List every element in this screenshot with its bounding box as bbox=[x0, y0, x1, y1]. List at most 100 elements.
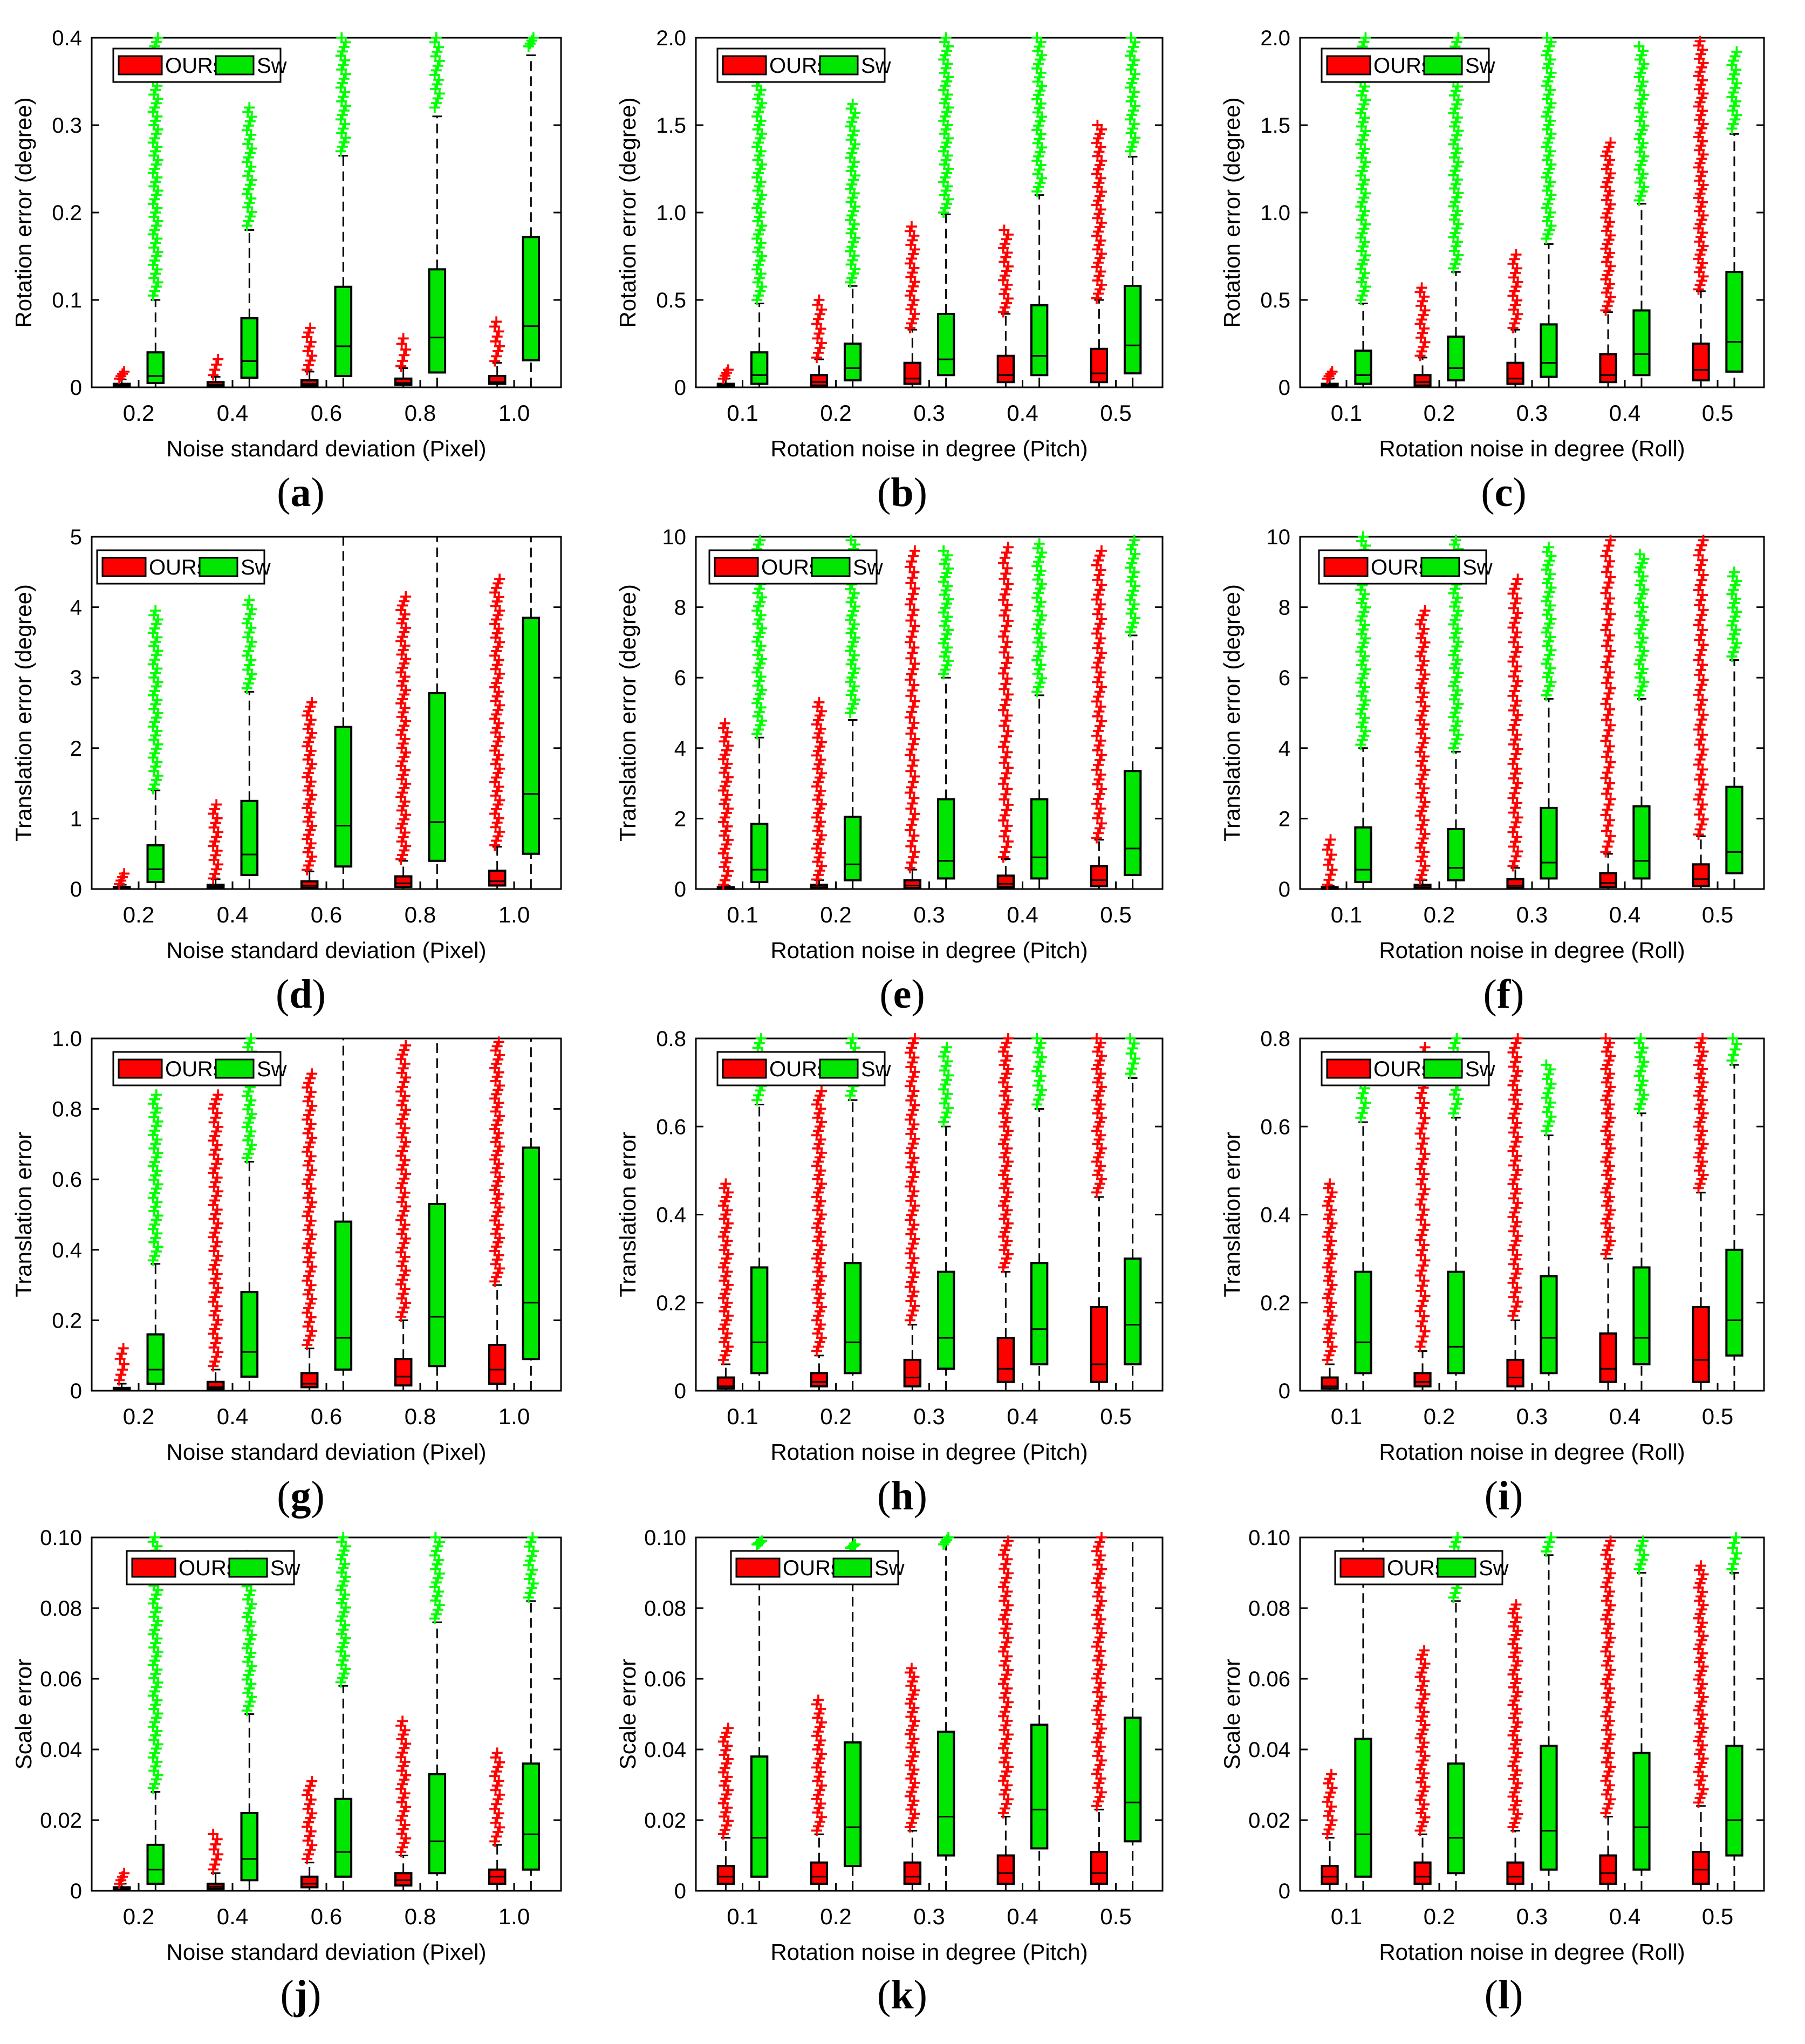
outlier-marker-OURs: + bbox=[1603, 1530, 1618, 1551]
box-Sw bbox=[1540, 1275, 1558, 1375]
x-axis-label: Noise standard deviation (Pixel) bbox=[167, 1439, 487, 1465]
x-tick-label: 0.4 bbox=[1007, 1904, 1038, 1929]
y-tick-label: 0.6 bbox=[52, 1168, 82, 1192]
outlier-marker-Sw: + bbox=[243, 174, 257, 195]
y-tick-label: 5 bbox=[70, 525, 82, 549]
x-axis-label: Rotation noise in degree (Roll) bbox=[1379, 436, 1685, 461]
box-OURs bbox=[810, 1372, 829, 1387]
outlier-marker-Sw: + bbox=[334, 27, 349, 47]
outlier-marker-Sw: + bbox=[147, 189, 162, 209]
box-Sw bbox=[1123, 770, 1142, 876]
y-tick-label: 1 bbox=[70, 807, 82, 831]
outlier-marker-OURs: + bbox=[211, 348, 225, 369]
y-tick-label: 0 bbox=[70, 878, 82, 901]
y-tick-label: 8 bbox=[674, 596, 686, 620]
y-tick-label: 4 bbox=[1278, 737, 1290, 761]
outlier-marker-OURs: + bbox=[717, 713, 732, 733]
x-tick-label: 0.5 bbox=[1702, 902, 1733, 927]
outlier-marker-Sw: + bbox=[1123, 1028, 1138, 1048]
legend-label-sw: Sw bbox=[1479, 1556, 1509, 1580]
box-OURs bbox=[903, 879, 922, 890]
x-tick-label: 0.4 bbox=[1609, 400, 1640, 426]
box-OURs bbox=[394, 377, 413, 386]
legend: OURs Sw bbox=[112, 47, 287, 83]
outlier-marker-OURs: + bbox=[302, 322, 316, 342]
y-tick-label: 3 bbox=[70, 666, 82, 690]
panel-label-g: (g) bbox=[277, 1473, 325, 1519]
box-OURs bbox=[1506, 361, 1524, 385]
outlier-marker-OURs: + bbox=[112, 368, 127, 388]
outlier-marker-Sw: + bbox=[147, 158, 162, 179]
panel-label-k: (k) bbox=[877, 1972, 927, 2018]
legend-label-sw: Sw bbox=[1465, 1057, 1495, 1081]
x-tick-label: 0.5 bbox=[1702, 400, 1733, 426]
box-Sw bbox=[334, 726, 353, 868]
box-OURs bbox=[1090, 1850, 1109, 1885]
y-axis-label: Translation error (degree) bbox=[615, 584, 640, 842]
box-Sw bbox=[522, 1146, 541, 1361]
y-tick-label: 0.1 bbox=[52, 289, 82, 312]
outlier-marker-Sw: + bbox=[146, 193, 160, 214]
box-Sw bbox=[1540, 323, 1558, 378]
x-axis-label: Noise standard deviation (Pixel) bbox=[167, 938, 487, 963]
panel-label-j: (j) bbox=[280, 1972, 322, 2018]
outlier-marker-Sw: + bbox=[148, 171, 163, 192]
outlier-marker-OURs: + bbox=[399, 586, 413, 606]
box-Sw bbox=[1354, 826, 1372, 883]
y-tick-label: 0 bbox=[70, 376, 82, 400]
outlier-marker-Sw: + bbox=[844, 530, 858, 550]
x-tick-label: 0.1 bbox=[1331, 400, 1362, 426]
outlier-marker-OURs: + bbox=[117, 361, 132, 381]
y-tick-label: 0 bbox=[1278, 1879, 1290, 1903]
outlier-marker-OURs: + bbox=[1324, 1763, 1339, 1784]
y-tick-label: 0.06 bbox=[1248, 1667, 1290, 1691]
outlier-marker-OURs: + bbox=[1603, 132, 1618, 152]
outlier-marker-Sw: + bbox=[1030, 27, 1044, 47]
panel-label-b: (b) bbox=[877, 470, 927, 515]
x-tick-label: 0.5 bbox=[1100, 1904, 1131, 1929]
legend-label-sw: Sw bbox=[270, 1556, 300, 1580]
outlier-marker-OURs: + bbox=[396, 327, 411, 348]
outlier-marker-Sw: + bbox=[149, 184, 163, 205]
outlier-marker-Sw: + bbox=[244, 201, 259, 222]
outlier-marker-OURs: + bbox=[208, 359, 222, 380]
box-Sw bbox=[1123, 285, 1142, 375]
box-Sw bbox=[1725, 1248, 1744, 1357]
outlier-marker-Sw: + bbox=[148, 110, 163, 131]
outlier-marker-Sw: + bbox=[150, 106, 165, 126]
outlier-marker-Sw: + bbox=[149, 123, 163, 143]
legend-swatch-sw bbox=[1423, 55, 1463, 76]
x-axis-label: Rotation noise in degree (Roll) bbox=[1379, 1939, 1685, 1965]
outlier-marker-OURs: + bbox=[116, 1338, 131, 1358]
y-tick-label: 0.5 bbox=[1260, 289, 1290, 312]
outlier-marker-Sw: + bbox=[151, 272, 165, 292]
legend: OURs Sw bbox=[96, 549, 271, 585]
box-Sw bbox=[750, 1266, 769, 1375]
outlier-marker-Sw: + bbox=[429, 27, 443, 47]
legend: OURs Sw bbox=[708, 549, 883, 585]
y-axis-label: Translation error (degree) bbox=[1219, 584, 1245, 842]
panel-label-h: (h) bbox=[877, 1473, 927, 1519]
x-tick-label: 0.4 bbox=[217, 1404, 248, 1429]
legend-swatch-ours bbox=[1326, 1058, 1371, 1079]
legend: OURs Sw bbox=[1318, 549, 1493, 585]
outlier-marker-OURs: + bbox=[305, 345, 319, 366]
box-OURs bbox=[903, 361, 922, 385]
chart-panel-j: 0 0.02 0.04 0.06 0.08 0.10 0.2 0.4 0.6 0.8 1.0 Nois… bbox=[11, 1526, 562, 1965]
y-tick-label: 0 bbox=[674, 376, 686, 400]
outlier-marker-Sw: + bbox=[147, 281, 162, 301]
outlier-marker-OURs: + bbox=[395, 350, 410, 371]
panel-label-e: (e) bbox=[879, 972, 925, 1017]
x-tick-label: 0.3 bbox=[1516, 400, 1548, 426]
x-tick-label: 0.1 bbox=[1331, 902, 1362, 927]
outlier-marker-OURs: + bbox=[303, 317, 318, 338]
box-Sw bbox=[843, 343, 862, 382]
outlier-marker-Sw: + bbox=[147, 219, 162, 240]
outlier-marker-Sw: + bbox=[241, 179, 256, 199]
y-tick-label: 0.04 bbox=[644, 1738, 686, 1762]
outlier-marker-Sw: + bbox=[147, 250, 162, 270]
outlier-marker-OURs: + bbox=[1510, 568, 1525, 589]
outlier-marker-OURs: + bbox=[812, 692, 826, 712]
x-tick-label: 0.2 bbox=[123, 1904, 154, 1929]
outlier-marker-Sw: + bbox=[151, 210, 165, 231]
